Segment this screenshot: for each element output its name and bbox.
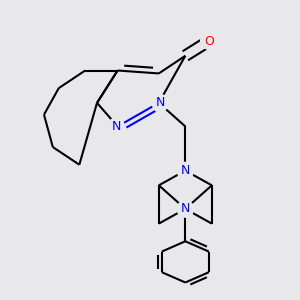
Circle shape (177, 201, 194, 217)
Circle shape (152, 94, 169, 111)
Text: N: N (156, 96, 165, 110)
Text: O: O (204, 34, 214, 48)
Circle shape (201, 33, 217, 49)
Circle shape (108, 118, 124, 135)
Circle shape (177, 162, 194, 179)
Text: N: N (112, 120, 121, 133)
Text: N: N (181, 202, 190, 215)
Text: N: N (181, 164, 190, 177)
